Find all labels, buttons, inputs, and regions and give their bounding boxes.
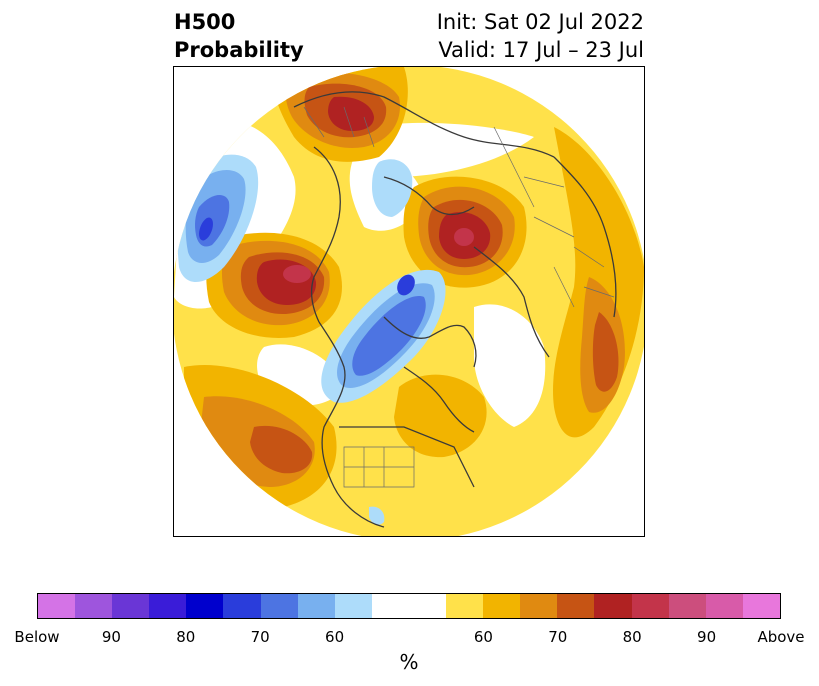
colorbar-segment: [557, 594, 595, 618]
polar-map: [173, 66, 645, 537]
colorbar-segment: [408, 594, 447, 618]
colorbar-segment: [186, 594, 224, 618]
colorbar-segment: [112, 594, 150, 618]
colorbar-segment: [149, 594, 187, 618]
colorbar-segment: [75, 594, 113, 618]
colorbar-segment: [260, 594, 298, 618]
colorbar: [37, 593, 781, 619]
colorbar-segment: [594, 594, 632, 618]
colorbar-segment: [631, 594, 669, 618]
colorbar-unit: %: [399, 650, 419, 674]
colorbar-tick-label: Above: [757, 628, 805, 646]
colorbar-segment: [483, 594, 521, 618]
init-date: Init: Sat 02 Jul 2022: [436, 10, 644, 34]
colorbar-tick-label: 60: [473, 628, 493, 646]
colorbar-segment: [742, 594, 780, 618]
colorbar-segment: [38, 594, 76, 618]
colorbar-segment: [371, 594, 409, 618]
colorbar-tick-label: 90: [697, 628, 717, 646]
colorbar-tick-label: 80: [176, 628, 196, 646]
coastlines: [293, 91, 617, 528]
above-80-zones: [283, 228, 474, 283]
title-line-1: H500: [174, 10, 236, 34]
colorbar-segment: [446, 594, 484, 618]
colorbar-segment: [668, 594, 706, 618]
title-line-2: Probability: [174, 38, 304, 62]
colorbar-segment: [297, 594, 335, 618]
colorbar-segment: [334, 594, 372, 618]
colorbar-segment: [223, 594, 261, 618]
below-75-zones: [199, 217, 415, 296]
colorbar-segment: [705, 594, 743, 618]
colorbar-tick-label: 70: [250, 628, 270, 646]
colorbar-tick-label: 80: [622, 628, 642, 646]
map-svg: [174, 67, 644, 536]
colorbar-tick-label: 90: [101, 628, 121, 646]
colorbar-segment: [520, 594, 558, 618]
chart-subtitle: Init: Sat 02 Jul 2022 Valid: 17 Jul – 23…: [437, 8, 644, 64]
valid-range: Valid: 17 Jul – 23 Jul: [438, 38, 644, 62]
colorbar-tick-label: 60: [325, 628, 345, 646]
colorbar-tick-label: 70: [548, 628, 568, 646]
chart-title: H500 Probability: [174, 8, 304, 64]
colorbar-tick-label: Below: [14, 628, 60, 646]
political-borders: [303, 106, 615, 488]
